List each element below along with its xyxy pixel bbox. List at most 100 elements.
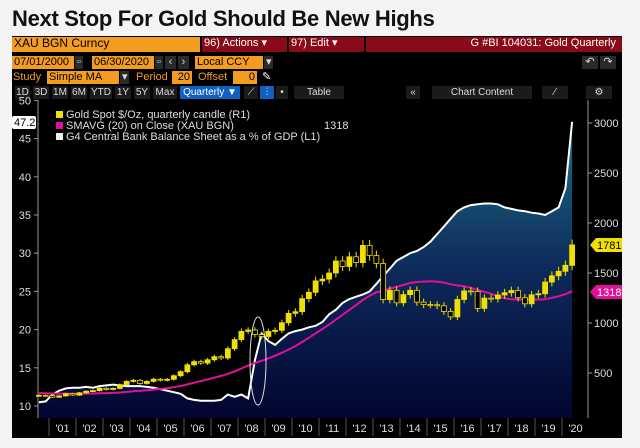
gold-candle	[359, 244, 366, 263]
study-row: Study Simple MA ▾ Period 20 Offset 0 ✎	[12, 70, 622, 85]
gold-candle	[157, 378, 164, 381]
gold-candle	[35, 394, 42, 397]
x-tick-label: '18	[514, 423, 528, 435]
study-select[interactable]: Simple MA	[47, 71, 119, 84]
x-tick-label: '06	[190, 423, 204, 435]
legend-sma: SMAVG (20) on Close (XAU BGN)	[66, 120, 234, 132]
gold-candle	[515, 290, 522, 299]
prev-arrow-icon[interactable]: ‹	[165, 56, 176, 69]
start-date-input[interactable]: 07/01/2000	[12, 56, 74, 69]
line-chart-icon[interactable]: ⟋	[244, 86, 258, 99]
period-label: Period	[136, 71, 168, 83]
gold-candle	[562, 264, 569, 272]
date-row: 07/01/2000 ▫ 06/30/2020 ▫ ‹ › Local CCY …	[12, 55, 622, 70]
chevron-down-icon[interactable]: •	[276, 86, 288, 99]
gold-candle	[326, 272, 333, 280]
gold-candle	[184, 364, 191, 373]
balance-sheet-line	[38, 121, 574, 404]
currency-select[interactable]: Local CCY	[195, 56, 263, 69]
chevron-down-icon[interactable]: ▾	[264, 56, 273, 69]
period-ytd[interactable]: YTD	[90, 86, 112, 99]
gold-candle	[420, 301, 427, 306]
gold-candle	[521, 297, 528, 305]
study-label: Study	[13, 71, 42, 83]
gold-candle	[319, 278, 326, 282]
left-tick-label: 45	[19, 134, 31, 146]
actions-button[interactable]: 96) Actions ▾	[202, 37, 287, 52]
gold-candle	[204, 359, 211, 364]
period-3d[interactable]: 3D	[33, 86, 49, 99]
gold-candle	[89, 390, 96, 393]
gold-candle	[116, 384, 123, 389]
gold-candle	[407, 289, 414, 295]
period-6m[interactable]: 6M	[71, 86, 87, 99]
gold-candle	[366, 244, 373, 256]
right-tick-label: 500	[594, 368, 612, 380]
gold-candle	[353, 256, 360, 263]
gold-candle	[386, 289, 393, 300]
x-tick-label: '08	[244, 423, 258, 435]
gold-candle	[62, 393, 69, 397]
collapse-icon[interactable]: «	[406, 86, 420, 99]
gold-candle	[434, 304, 441, 307]
left-tick-label: 10	[19, 401, 31, 413]
x-tick-label: '19	[541, 423, 555, 435]
legend-swatch-gold	[56, 111, 63, 118]
next-arrow-icon[interactable]: ›	[178, 56, 189, 69]
gold-candle	[56, 395, 63, 398]
end-date-input[interactable]: 06/30/2020	[92, 56, 154, 69]
gold-candle	[285, 312, 292, 324]
period-1m[interactable]: 1M	[52, 86, 68, 99]
redo-icon[interactable]: ↷	[600, 56, 616, 69]
gold-candle	[83, 390, 90, 394]
gold-candle	[49, 395, 56, 398]
period-input[interactable]: 20	[172, 71, 192, 84]
gold-candle	[197, 361, 204, 364]
period-1y[interactable]: 1Y	[115, 86, 131, 99]
x-tick-label: '07	[217, 423, 231, 435]
gold-candle	[393, 289, 400, 304]
offset-input[interactable]: 0	[233, 71, 257, 84]
gold-candle	[265, 330, 272, 337]
edit-button[interactable]: 97) Edit ▾	[289, 37, 364, 52]
gold-candle	[535, 293, 542, 296]
table-button[interactable]: Table	[294, 86, 344, 99]
period-max[interactable]: Max	[153, 86, 177, 99]
right-tick-label: 1500	[594, 268, 618, 280]
gear-icon[interactable]: ⚙	[586, 86, 612, 99]
x-tick-label: '14	[406, 423, 420, 435]
gold-candle	[170, 375, 177, 380]
gold-candle	[332, 260, 339, 274]
gold-candle	[76, 392, 83, 396]
left-tick-label: 50	[19, 95, 31, 107]
gold-candle	[191, 361, 198, 366]
sma-last-tag	[590, 285, 622, 299]
gold-candle	[224, 348, 231, 359]
left-tick-label: 35	[19, 210, 31, 222]
ticker-field[interactable]: XAU BGN Curncy	[12, 37, 200, 52]
left-current-tag	[12, 116, 36, 129]
gold-candle	[380, 263, 387, 300]
x-tick-label: '20	[568, 423, 582, 435]
gold-candle	[461, 290, 468, 300]
right-tick-label: 3000	[594, 118, 618, 130]
chevron-down-icon[interactable]: ▾	[120, 71, 129, 84]
period-5y[interactable]: 5Y	[134, 86, 150, 99]
gold-candle	[305, 291, 312, 299]
annotate-icon[interactable]: ⁄	[542, 86, 568, 99]
x-tick-label: '05	[163, 423, 177, 435]
period-1d[interactable]: 1D	[15, 86, 30, 99]
left-tick-label: 25	[19, 286, 31, 298]
right-tick-label: 2000	[594, 218, 618, 230]
candle-chart-icon[interactable]: ⫶	[260, 86, 274, 99]
chart-content-button[interactable]: Chart Content	[432, 86, 532, 99]
calendar-icon[interactable]: ▫	[75, 56, 83, 69]
offset-label: Offset	[198, 71, 228, 83]
pencil-icon[interactable]: ✎	[262, 71, 272, 83]
undo-icon[interactable]: ↶	[582, 56, 598, 69]
legend: Gold Spot $/Oz, quarterly candle (R1) SM…	[56, 109, 348, 143]
frequency-select[interactable]: Quarterly ▼	[180, 86, 240, 99]
calendar-icon[interactable]: ▫	[155, 56, 163, 69]
gold-candle	[548, 275, 555, 283]
